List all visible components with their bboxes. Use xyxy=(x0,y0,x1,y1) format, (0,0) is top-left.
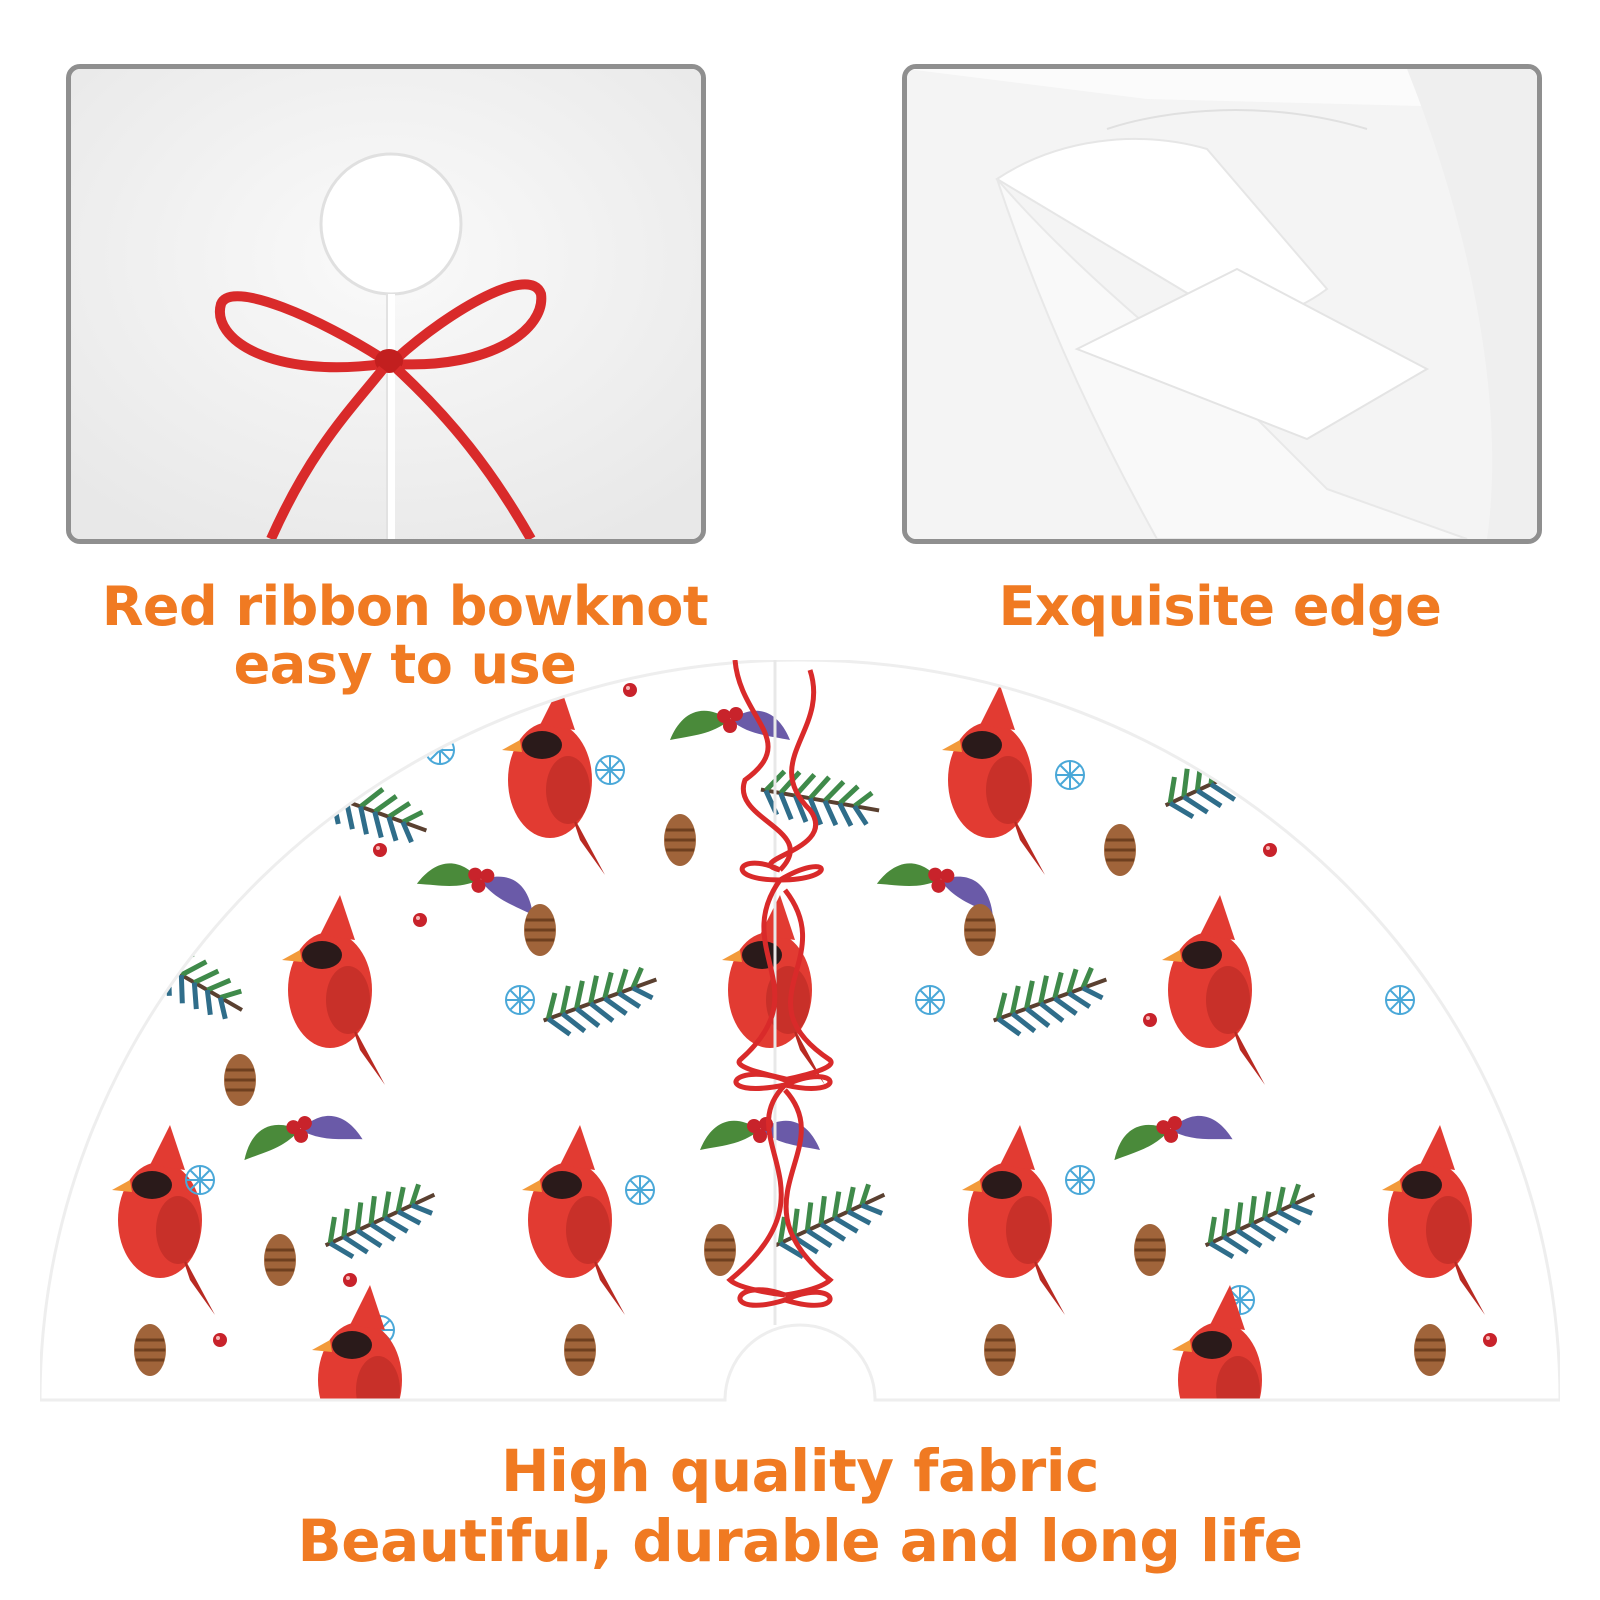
pinecone-icon xyxy=(1102,822,1138,878)
fabric-caption-line2: Beautiful, durable and long life xyxy=(297,1507,1303,1575)
edge-caption: Exquisite edge xyxy=(880,578,1560,636)
ribbon-caption-line1: Red ribbon bowknot xyxy=(101,575,709,638)
snowflake-icon xyxy=(505,985,535,1015)
fabric-caption: High quality fabric Beautiful, durable a… xyxy=(100,1436,1500,1576)
tree-skirt-pattern xyxy=(40,660,1560,1402)
pinecone-icon xyxy=(562,1322,598,1378)
pinecone-icon xyxy=(222,1052,258,1108)
ribbon-bow-photo xyxy=(66,64,706,544)
pinecone-icon xyxy=(262,1232,298,1288)
berry-icon xyxy=(1263,843,1277,857)
berry-icon xyxy=(343,1273,357,1287)
fabric-fold-icon xyxy=(907,69,1537,539)
pinecone-icon xyxy=(982,1322,1018,1378)
pinecone-icon xyxy=(132,1322,168,1378)
berry-icon xyxy=(213,1333,227,1347)
pinecone-icon xyxy=(702,1222,738,1278)
berry-icon xyxy=(1143,1013,1157,1027)
snowflake-icon xyxy=(595,755,625,785)
ribbon-caption: Red ribbon bowknot easy to use xyxy=(40,578,770,694)
ribbon-caption-line2: easy to use xyxy=(233,633,577,696)
berry-icon xyxy=(1483,1333,1497,1347)
snowflake-icon xyxy=(1385,985,1415,1015)
berry-icon xyxy=(413,913,427,927)
snowflake-icon xyxy=(915,985,945,1015)
fabric-edge-photo xyxy=(902,64,1542,544)
snowflake-icon xyxy=(1055,760,1085,790)
ribbon-bow-icon xyxy=(71,69,701,539)
pinecone-icon xyxy=(662,812,698,868)
berry-icon xyxy=(623,683,637,697)
pinecone-icon xyxy=(962,902,998,958)
snowflake-icon xyxy=(425,735,455,765)
pinecone-icon xyxy=(522,902,558,958)
snowflake-icon xyxy=(185,1165,215,1195)
snowflake-icon xyxy=(625,1175,655,1205)
fabric-caption-line1: High quality fabric xyxy=(500,1437,1100,1505)
ribbon-lacing xyxy=(726,660,834,1308)
berry-icon xyxy=(373,843,387,857)
snowflake-icon xyxy=(1065,1165,1095,1195)
pinecone-icon xyxy=(1132,1222,1168,1278)
edge-caption-line1: Exquisite edge xyxy=(998,575,1442,638)
pinecone-icon xyxy=(1412,1322,1448,1378)
